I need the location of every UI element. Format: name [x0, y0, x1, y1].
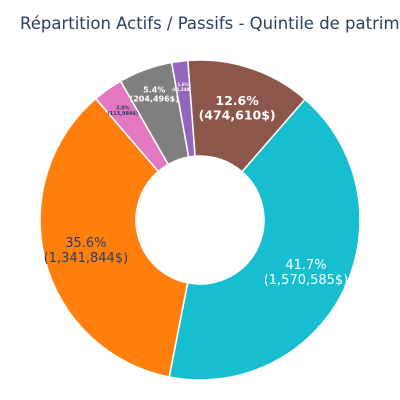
slice-0-percent-label: 41.7%: [285, 258, 326, 273]
slice-5-value-label: (474,610$): [199, 108, 276, 123]
slice-1-percent-label: 35.6%: [65, 236, 106, 251]
slice-1[interactable]: [39, 97, 189, 378]
slice-5[interactable]: [187, 59, 307, 173]
chart-title: Répartition Actifs / Passifs - Quintile …: [20, 14, 400, 33]
slice-4-percent-label: 1.6%: [177, 82, 188, 87]
slice-3-percent-label: 5.4%: [143, 85, 165, 94]
slice-5-percent-label: 12.6%: [215, 93, 259, 108]
slice-2-value-label: (113,984$): [107, 111, 138, 117]
slice-0-value-label: (1,570,585$): [264, 273, 349, 288]
slice-1-value-label: (1,341,844$): [44, 251, 129, 266]
slice-2-percent-label: 3.0%: [116, 105, 130, 111]
slice-4-value-label: (61,248$): [172, 87, 194, 92]
slice-3-value-label: (204,496$): [130, 94, 179, 103]
slice-0[interactable]: [168, 98, 361, 381]
